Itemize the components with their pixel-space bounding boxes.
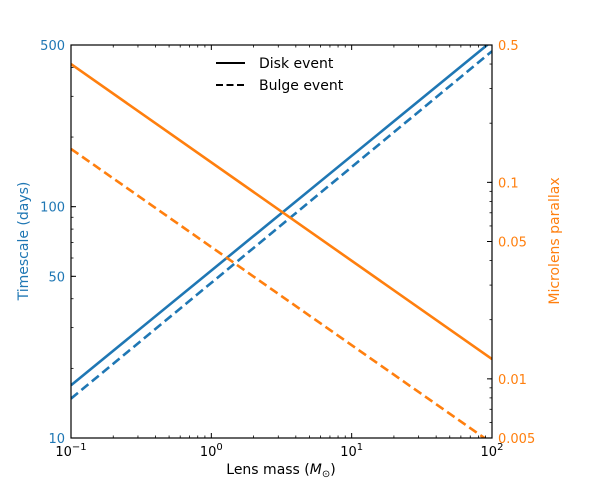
x-axis-label-subscript: ⊙	[322, 469, 330, 480]
y-right-tick-label: 0.01	[498, 373, 527, 388]
legend-label: Disk event	[259, 56, 334, 72]
y-right-tick-label: 0.05	[498, 236, 527, 251]
x-axis-label-main: Lens mass (	[226, 462, 310, 478]
ticks-layer: 10−1 100 101 102 10 50 100 500 0.005 0.01 0.05 0.1 0…	[40, 39, 535, 460]
series-layer	[71, 45, 492, 438]
series-line-timescale-bulge	[71, 50, 492, 400]
y-left-tick-label: 50	[48, 270, 65, 285]
y-axis-left-label: Timescale (days)	[16, 182, 32, 302]
y-right-tick-label: 0.1	[498, 176, 519, 191]
x-axis-label-symbol: M	[310, 462, 322, 478]
y-left-tick-label: 500	[40, 39, 65, 54]
series-line-microlens-parallax-bulge	[71, 147, 487, 438]
x-tick-label: 101	[340, 442, 363, 460]
series-line-microlens-parallax-disk	[71, 62, 492, 361]
x-tick-label: 102	[481, 442, 504, 460]
x-tick-label: 10−1	[55, 442, 86, 460]
x-axis-label-close: )	[330, 462, 335, 478]
y-right-tick-label: 0.5	[498, 39, 519, 54]
series-line-timescale-disk	[71, 45, 490, 387]
legend-label: Bulge event	[259, 78, 344, 94]
y-right-tick-label: 0.005	[498, 432, 535, 447]
legend: Disk event Bulge event	[216, 56, 344, 94]
y-axis-right-label: Microlens parallax	[547, 177, 563, 304]
x-tick-label: 100	[200, 442, 223, 460]
x-axis-label: Lens mass (M⊙)	[226, 462, 335, 480]
y-left-tick-label: 10	[48, 432, 65, 447]
y-left-tick-label: 100	[40, 201, 65, 216]
